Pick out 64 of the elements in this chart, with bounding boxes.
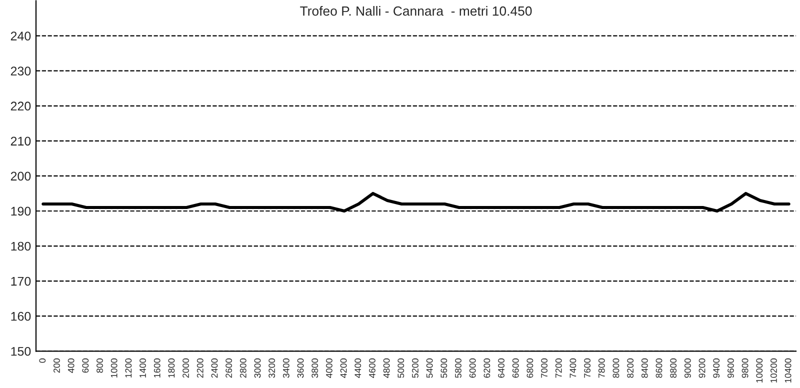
x-tick-label: 3200 [268, 358, 276, 378]
x-tick-label: 3000 [254, 358, 261, 378]
x-tick-label: 8600 [656, 358, 662, 378]
x-tick-label: 6800 [526, 358, 534, 378]
x-tick-label: 6200 [484, 358, 490, 378]
x-tick-label: 8400 [641, 358, 648, 378]
x-tick-label: 9000 [684, 358, 691, 378]
y-tick-label: 210 [10, 136, 31, 146]
y-tick-label: 160 [11, 312, 31, 321]
x-tick-label: 8000 [612, 358, 620, 378]
x-tick-label: 7400 [570, 358, 576, 378]
x-tick-label: 1200 [125, 358, 132, 378]
x-tick-label: 1400 [140, 358, 146, 378]
y-tick-label: 230 [10, 66, 31, 76]
x-tick-label: 5200 [412, 358, 418, 378]
x-tick-label: 0 [39, 358, 46, 363]
y-tick-label: 170 [11, 276, 31, 286]
x-tick-label: 8800 [670, 358, 677, 378]
x-tick-label: 5800 [455, 358, 462, 378]
x-tick-label: 9200 [698, 358, 706, 378]
x-tick-label: 2400 [211, 358, 218, 378]
x-tick-label: 4000 [326, 358, 332, 378]
x-tick-label: 7200 [555, 358, 562, 378]
x-tick-label: 1800 [168, 358, 175, 378]
y-tick-label: 200 [10, 172, 31, 181]
x-tick-label: 3600 [297, 358, 304, 378]
x-tick-label: 1000 [110, 358, 118, 378]
x-tick-label: 4200 [340, 358, 347, 378]
x-tick-label: 400 [68, 358, 74, 373]
x-tick-label: 2200 [196, 358, 204, 378]
x-tick-label: 3400 [282, 358, 290, 378]
x-tick-label: 2800 [240, 358, 246, 378]
x-tick-label: 2000 [182, 358, 189, 378]
x-tick-label: 5400 [426, 358, 433, 378]
x-tick-label: 4400 [354, 358, 362, 378]
x-tick-label: 10000 [756, 358, 763, 382]
x-tick-label: 6000 [469, 358, 476, 378]
x-tick-label: 9800 [742, 358, 748, 378]
x-tick-label: 800 [96, 358, 103, 373]
x-tick-label: 7000 [541, 358, 548, 378]
x-tick-label: 5600 [440, 358, 448, 378]
x-tick-label: 1600 [154, 358, 160, 378]
x-tick-label: 6400 [498, 358, 504, 378]
y-tick-label: 220 [10, 102, 31, 111]
x-tick-label: 9400 [713, 358, 720, 378]
y-tick-label: 150 [11, 346, 31, 356]
x-tick-label: 4800 [383, 358, 390, 378]
x-tick-label: 9600 [728, 358, 734, 378]
x-tick-label: 4600 [369, 358, 376, 378]
x-tick-label: 600 [82, 358, 89, 373]
y-tick-label: 190 [11, 206, 31, 216]
x-tick-label: 10200 [770, 358, 777, 382]
x-tick-label: 8200 [627, 358, 634, 378]
x-tick-label: 2600 [226, 358, 232, 378]
x-tick-label: 3800 [312, 358, 318, 378]
y-tick-label: 180 [11, 242, 31, 251]
x-tick-label: 7600 [584, 358, 590, 378]
y-tick-label: 240 [10, 32, 31, 40]
x-tick-label: 200 [54, 358, 60, 373]
x-tick-label: 10400 [784, 358, 792, 382]
x-tick-label: 6600 [512, 358, 519, 378]
chart-title: Trofeo P. Nalli - Cannara - metri 10.450 [300, 6, 532, 16]
x-tick-label: 7800 [598, 358, 605, 378]
x-tick-label: 5000 [398, 358, 404, 378]
